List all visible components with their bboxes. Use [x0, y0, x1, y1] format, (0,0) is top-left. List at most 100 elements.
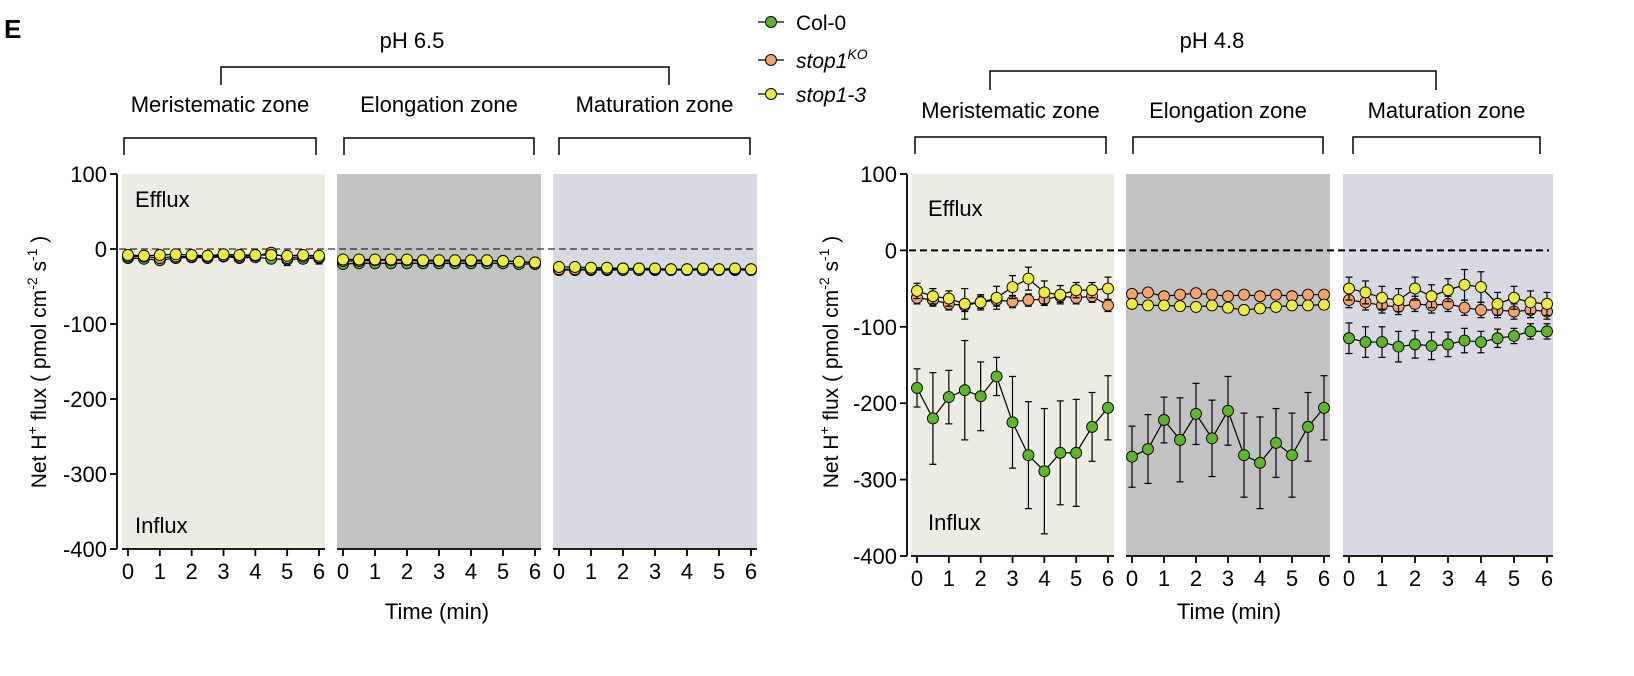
x-tick-label: 2 [617, 559, 629, 584]
y-tick-label: -300 [63, 462, 107, 487]
data-point [745, 263, 757, 276]
data-point [1302, 299, 1314, 312]
x-tick-label: 3 [649, 559, 661, 584]
chart-ph-4-8: pH 4.8 Meristematic zone Elongation zone Ma… [816, 28, 1553, 624]
data-point [249, 249, 262, 261]
y-axis-label-sup: + [24, 426, 40, 434]
y-tick-label: 0 [885, 238, 897, 263]
zone-background [337, 174, 541, 549]
chart-ph-6-5: pH 6.5 Meristematic zone Elongation zone Ma… [24, 28, 757, 624]
data-point [185, 249, 198, 261]
data-point [1425, 339, 1438, 352]
x-tick-label: 3 [217, 559, 229, 584]
x-tick-label: 3 [433, 559, 445, 584]
data-point [1022, 449, 1035, 462]
data-point [911, 381, 923, 394]
y-tick-label: -100 [853, 315, 897, 340]
data-point [1458, 278, 1471, 291]
data-point [1442, 284, 1454, 297]
data-point [1070, 446, 1083, 459]
zone-label: Maturation zone [576, 92, 734, 117]
data-point [633, 262, 645, 275]
data-point [1270, 300, 1282, 313]
data-point [1142, 286, 1154, 299]
data-point [729, 262, 741, 275]
x-tick-label: 5 [1508, 566, 1520, 591]
data-point [1359, 336, 1372, 349]
x-tick-label: 1 [154, 559, 166, 584]
zone-label: Meristematic zone [921, 98, 1100, 123]
data-point [1158, 299, 1170, 312]
legend-swatch-marker [765, 16, 777, 28]
data-point [1286, 299, 1298, 312]
data-point [665, 263, 677, 276]
data-point [153, 249, 166, 261]
data-point [697, 262, 709, 275]
x-tick-label: 6 [1541, 566, 1553, 591]
legend-label-stop1-3: stop1-3 [796, 84, 866, 107]
x-tick-label: 1 [369, 559, 381, 584]
data-point [942, 391, 955, 404]
legend-label-stop1ko-sup: KO [847, 46, 867, 62]
y-axis-label-part: flux ( pmol cm [820, 290, 843, 427]
data-point [1475, 281, 1487, 294]
y-tick-label: -100 [63, 312, 107, 337]
data-point [1392, 340, 1405, 353]
data-point [497, 255, 509, 267]
zone-label: Meristematic zone [131, 92, 310, 117]
data-point [1302, 288, 1314, 301]
data-point [369, 253, 381, 266]
y-axis-label-sup: -1 [24, 248, 40, 261]
x-tick-label: 1 [1376, 566, 1388, 591]
data-point [1174, 288, 1186, 301]
x-tick-label: 6 [529, 559, 541, 584]
x-tick-label: 4 [1038, 566, 1050, 591]
y-tick-label: -200 [63, 387, 107, 412]
x-tick-label: 2 [186, 559, 198, 584]
data-point [1254, 302, 1266, 315]
y-axis-label-sup: -2 [816, 277, 832, 290]
data-point [313, 249, 325, 262]
x-tick-label: 4 [1254, 566, 1266, 591]
data-point [1475, 304, 1487, 316]
data-point [401, 253, 413, 266]
data-point [1070, 284, 1083, 297]
data-point [1524, 296, 1537, 309]
data-point [942, 292, 955, 305]
data-point [1425, 290, 1438, 303]
data-point [1508, 330, 1520, 342]
x-tick-label: 0 [911, 566, 923, 591]
data-point [233, 249, 246, 261]
data-point [585, 261, 597, 274]
influx-annotation: Influx [135, 513, 188, 538]
data-point [1318, 288, 1330, 301]
data-point [513, 255, 525, 268]
zone-bracket [914, 136, 1107, 154]
x-tick-label: 6 [745, 559, 757, 584]
data-point [1190, 300, 1202, 313]
data-point [713, 263, 725, 276]
x-tick-label: 4 [465, 559, 477, 584]
data-point [353, 253, 365, 266]
x-tick-label: 4 [681, 559, 693, 584]
y-axis-label: Net H+ flux ( pmol cm-2 s-1 ) [816, 236, 843, 488]
data-point [481, 254, 493, 267]
zone-bracket [1352, 136, 1541, 154]
data-point [1442, 338, 1454, 351]
x-tick-label: 4 [249, 559, 261, 584]
data-point [433, 254, 445, 267]
data-point [1254, 456, 1266, 469]
data-point [1238, 304, 1250, 316]
data-point [137, 249, 150, 262]
data-point [601, 261, 613, 274]
data-point [1524, 325, 1537, 338]
data-point [1376, 291, 1388, 304]
data-point [1409, 338, 1421, 351]
x-tick-label: 0 [553, 559, 565, 584]
x-tick-label: 2 [401, 559, 413, 584]
y-axis-label-part: flux ( pmol cm [28, 290, 51, 427]
data-point [1238, 449, 1250, 462]
y-axis-label-part: ) [28, 236, 51, 249]
x-tick-label: 3 [1442, 566, 1454, 591]
zone-bracket [558, 137, 751, 155]
